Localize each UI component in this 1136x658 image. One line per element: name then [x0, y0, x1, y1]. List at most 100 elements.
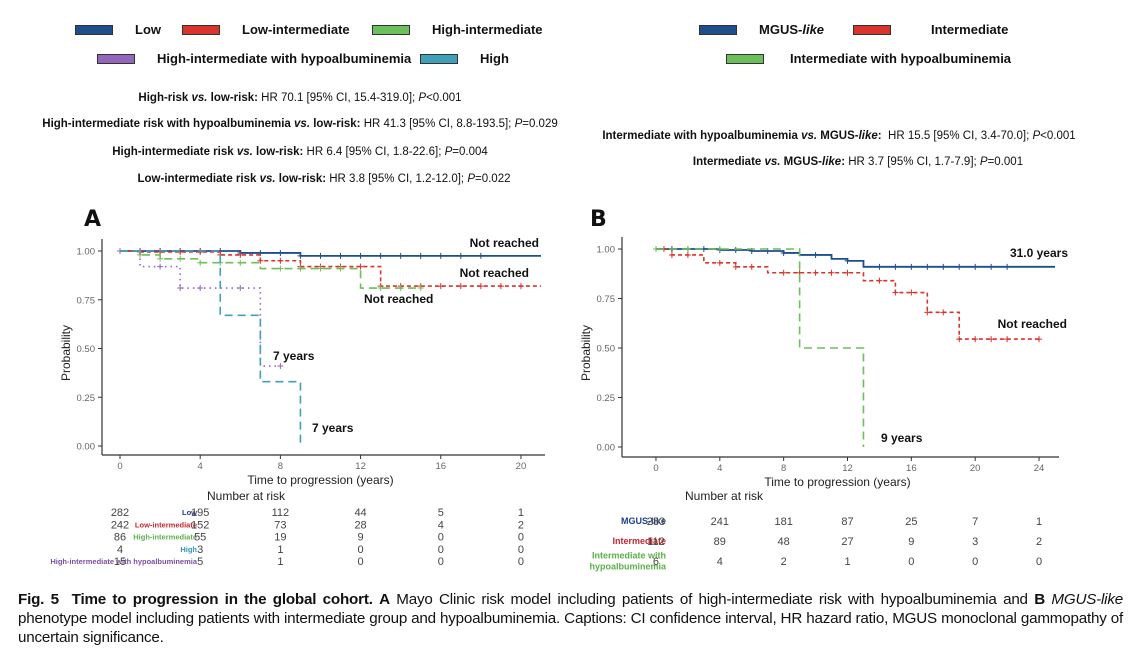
hr-reference: low-risk: [252, 146, 304, 158]
censor-mark [716, 246, 723, 252]
risk-value: 4 [117, 544, 123, 556]
risk-row-label: hypoalbuminemia [589, 562, 667, 572]
median-label: Not reached [470, 236, 539, 250]
risk-value: 0 [518, 532, 524, 544]
legend-label: High-intermediate with hypoalbuminemia [157, 51, 412, 66]
risk-value: 3 [972, 536, 978, 548]
risk-value: 28 [354, 519, 366, 531]
x-axis-title: Time to progression (years) [247, 473, 393, 487]
censor-mark [377, 285, 384, 292]
caption-text: Mayo Clinic risk model including patient… [389, 591, 1035, 608]
risk-value: 4 [438, 519, 444, 531]
y-tick-label: 0.25 [597, 393, 616, 404]
censor-mark [297, 252, 304, 259]
censor-mark [876, 277, 883, 284]
legend-label: Low-intermediate [242, 22, 350, 37]
legend-label: Intermediate [931, 22, 1009, 37]
x-tick-label: 0 [653, 463, 658, 474]
censor-mark [417, 285, 424, 292]
y-tick-label: 0.50 [597, 344, 616, 355]
km-curve-3 [120, 250, 281, 367]
risk-value: 0 [358, 556, 364, 568]
risk-value: 0 [358, 544, 364, 556]
legend-swatch [182, 24, 220, 35]
median-label: 7 years [312, 421, 354, 435]
censor-mark [437, 283, 444, 290]
hr-line: Low-intermediate risk vs. low-risk: HR 3… [138, 173, 511, 185]
risk-value: 242 [111, 519, 129, 531]
censor-mark [497, 283, 504, 290]
risk-row-label: MGUS-like [621, 516, 666, 526]
hr-value: HR 3.7 [95% CI, 1.7-7.9]; [845, 156, 980, 168]
risk-value: 1 [844, 556, 850, 568]
hr-line: High-intermediate risk vs. low-risk: HR … [112, 146, 488, 158]
risk-value: 152 [191, 519, 209, 531]
legend-label: High [480, 51, 509, 66]
risk-value: 2 [1036, 536, 1042, 548]
risk-row-label: High [180, 545, 197, 554]
censor-mark [1004, 263, 1011, 270]
legend-swatch [726, 53, 764, 64]
risk-value: 0 [438, 544, 444, 556]
legend-a-item-high: High [420, 51, 509, 66]
censor-mark [197, 285, 204, 292]
censor-mark [277, 265, 284, 272]
censor-mark [197, 259, 204, 266]
caption-italic: MGUS-like [1044, 591, 1123, 608]
censor-mark [337, 252, 344, 259]
caption-part-a: A [379, 591, 390, 608]
risk-value: 1 [277, 556, 283, 568]
legend-label: Intermediate with hypoalbuminemia [790, 51, 1012, 66]
hr-comparison: High-risk [138, 92, 192, 104]
p-value: =0.022 [474, 173, 511, 185]
y-tick-label: 1.00 [77, 247, 96, 258]
risk-value: 181 [774, 516, 792, 528]
legend-swatch [372, 24, 410, 35]
risk-value: 9 [358, 532, 364, 544]
risk-value: 55 [194, 532, 206, 544]
censor-mark [257, 249, 264, 256]
risk-value: 27 [841, 536, 853, 548]
hr-line: Intermediate with hypoalbuminemia vs. MG… [602, 130, 1076, 142]
censor-mark [668, 251, 675, 258]
risk-value: 9 [908, 536, 914, 548]
legend-a-item-low-intermediate: Low-intermediate [182, 22, 350, 37]
censor-mark [988, 263, 995, 270]
p-value: <0.001 [1040, 130, 1076, 142]
risk-value: 0 [972, 556, 978, 568]
risk-value: 44 [354, 507, 366, 519]
hr-comparison: Intermediate [692, 156, 765, 168]
p-label: P [467, 173, 475, 185]
censor-mark [517, 283, 524, 290]
censor-mark [177, 285, 184, 292]
hr-vs: vs. [191, 92, 208, 104]
risk-value: 0 [438, 556, 444, 568]
censor-mark [908, 263, 915, 270]
hr-comparison: Intermediate with hypoalbuminemia [602, 130, 802, 142]
x-tick-label: 16 [906, 463, 917, 474]
x-tick-label: 20 [970, 463, 981, 474]
risk-value: 4 [717, 556, 723, 568]
x-tick-label: 4 [717, 463, 722, 474]
risk-value: 112 [272, 507, 290, 519]
risk-value: 2 [518, 519, 524, 531]
censor-mark [257, 257, 264, 264]
hr-value: HR 3.8 [95% CI, 1.2-12.0]; [326, 173, 468, 185]
hr-comparison: Low-intermediate risk [137, 173, 260, 185]
risk-row-label: High-intermediate with hypoalbuminemia [50, 557, 198, 566]
censor-mark [780, 269, 787, 276]
figure-caption: Fig. 5 Time to progression in the global… [18, 590, 1123, 647]
y-axis-title: Probability [59, 325, 73, 381]
hr-value: HR 15.5 [95% CI, 3.4-70.0]; [881, 130, 1033, 142]
legend-swatch [699, 24, 737, 35]
legend-swatch [97, 53, 135, 64]
risk-value: 3 [197, 544, 203, 556]
legend-a-item-high-intermediate: High-intermediate [372, 22, 543, 37]
censor-mark [237, 251, 244, 258]
censor-mark [716, 259, 723, 266]
risk-table-title: Number at risk [207, 489, 286, 503]
risk-value: 0 [438, 532, 444, 544]
censor-mark [924, 263, 931, 270]
x-tick-label: 4 [198, 461, 203, 472]
